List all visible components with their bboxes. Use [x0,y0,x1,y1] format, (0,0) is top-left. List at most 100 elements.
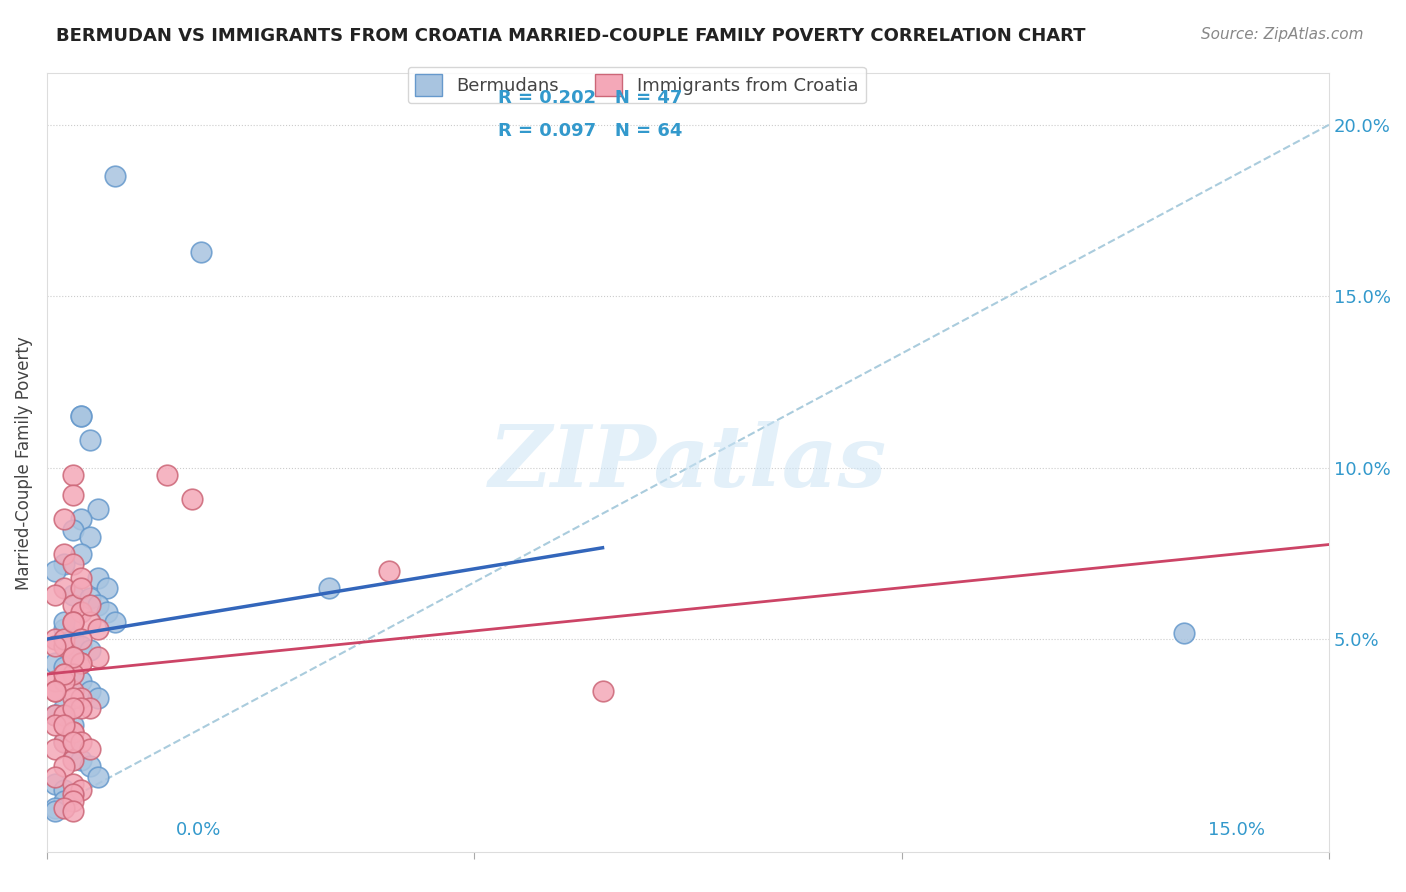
Point [87,571,110,585]
Point [70,512,93,526]
Point [79,684,101,698]
Point [70,571,93,585]
Point [70,605,93,619]
Point [53,673,76,688]
Point [53,794,76,808]
Point [53,735,76,749]
Point [104,169,127,184]
Point [62,588,84,602]
Point [62,649,84,664]
Point [70,735,93,749]
Point [62,725,84,739]
Point [53,581,76,595]
Point [44,708,66,723]
Point [62,684,84,698]
Point [53,640,76,654]
Point [378,564,401,578]
Point [44,673,66,688]
Point [53,632,76,647]
Point [62,753,84,767]
Point [70,657,93,671]
Point [62,725,84,739]
Point [53,783,76,797]
Text: 15.0%: 15.0% [1208,821,1265,838]
Point [53,800,76,814]
Text: ZIPatlas: ZIPatlas [489,421,887,505]
Point [70,753,93,767]
Point [87,598,110,612]
Point [62,467,84,482]
Point [44,684,66,698]
Point [44,708,66,723]
Point [44,588,66,602]
Point [70,657,93,671]
Point [62,718,84,732]
Text: R = 0.202   N = 47: R = 0.202 N = 47 [498,89,683,107]
Point [53,735,76,749]
Point [70,783,93,797]
Point [44,804,66,818]
Point [44,742,66,756]
Point [155,467,177,482]
Point [87,649,110,664]
Point [53,557,76,571]
Point [70,701,93,715]
Point [62,557,84,571]
Point [1173,625,1195,640]
Point [44,718,66,732]
Point [62,742,84,756]
Point [62,794,84,808]
Point [70,409,93,424]
Point [62,690,84,705]
Point [62,787,84,801]
Point [53,708,76,723]
Point [62,666,84,681]
Point [53,622,76,636]
Point [44,776,66,790]
Text: R = 0.097   N = 64: R = 0.097 N = 64 [498,121,683,139]
Point [62,598,84,612]
Point [44,770,66,784]
Point [62,615,84,630]
Point [62,632,84,647]
Point [79,598,101,612]
Point [96,605,118,619]
Point [79,529,101,543]
Point [79,615,101,630]
Point [62,649,84,664]
Point [79,701,101,715]
Point [62,787,84,801]
Point [62,701,84,715]
Point [44,564,66,578]
Point [53,759,76,773]
Point [62,776,84,790]
Text: 0.0%: 0.0% [176,821,221,838]
Point [62,615,84,630]
Point [44,800,66,814]
Point [70,690,93,705]
Point [104,615,127,630]
Point [53,615,76,630]
Point [70,640,93,654]
Point [70,632,93,647]
Point [79,591,101,606]
Point [190,244,212,259]
Point [79,642,101,657]
Point [70,547,93,561]
Point [44,632,66,647]
Point [181,491,204,506]
Point [53,701,76,715]
Point [592,684,614,698]
Point [62,649,84,664]
Point [87,770,110,784]
Point [318,581,340,595]
Text: Source: ZipAtlas.com: Source: ZipAtlas.com [1201,27,1364,42]
Point [62,735,84,749]
Point [44,684,66,698]
Point [44,640,66,654]
Point [62,523,84,537]
Point [53,666,76,681]
Point [62,666,84,681]
Legend: Bermudans, Immigrants from Croatia: Bermudans, Immigrants from Croatia [408,67,866,103]
Point [62,488,84,502]
